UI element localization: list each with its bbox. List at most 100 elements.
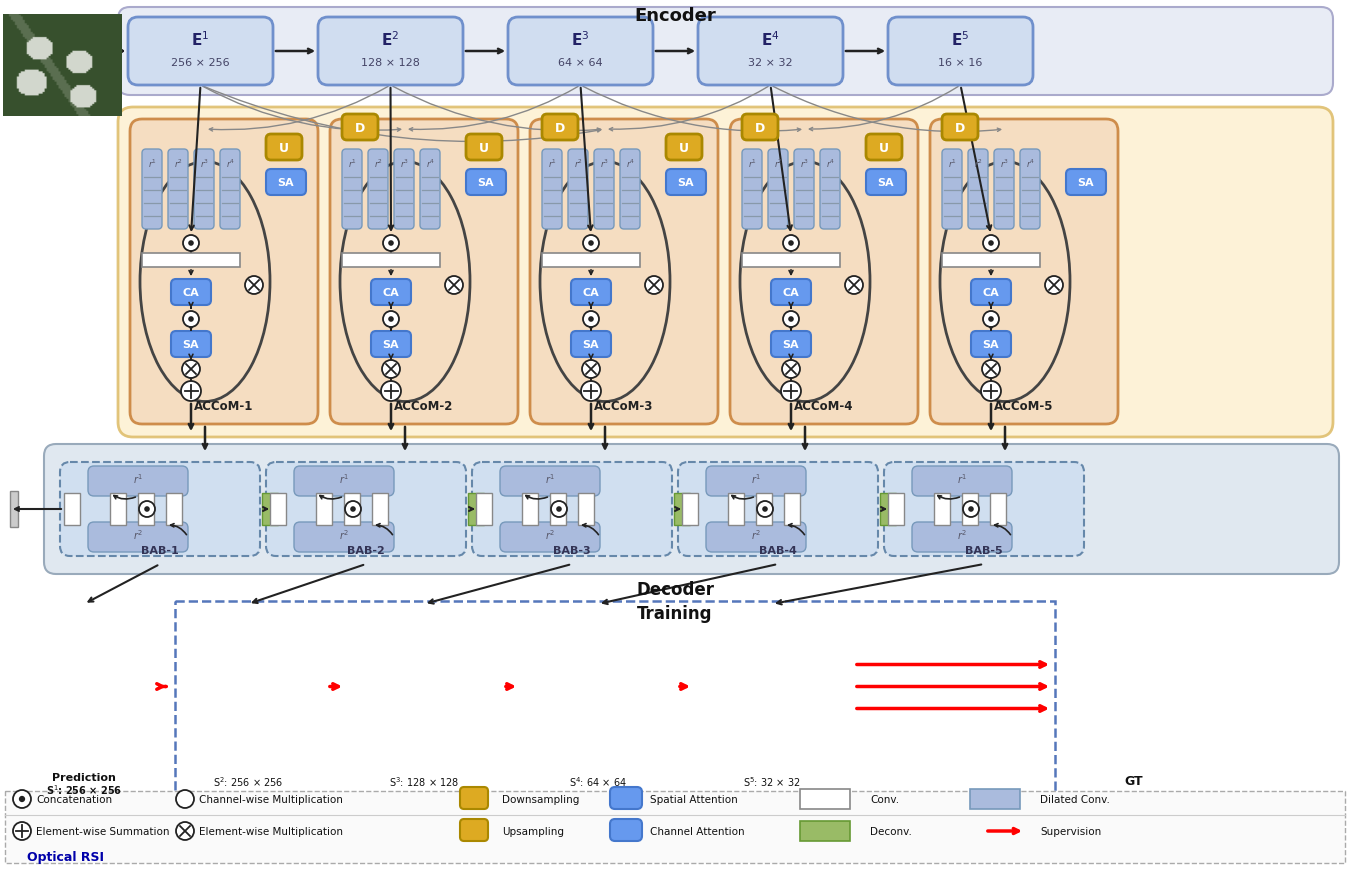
Text: Concatenation: Concatenation xyxy=(36,794,112,804)
Text: Dilated Conv.: Dilated Conv. xyxy=(1040,794,1111,804)
FancyBboxPatch shape xyxy=(969,149,988,229)
FancyBboxPatch shape xyxy=(342,115,378,141)
Circle shape xyxy=(784,235,798,252)
Text: D: D xyxy=(355,122,365,135)
Circle shape xyxy=(182,312,199,328)
Circle shape xyxy=(195,677,224,710)
Circle shape xyxy=(382,235,399,252)
Text: r$^2$: r$^2$ xyxy=(546,527,555,541)
Bar xyxy=(742,254,840,268)
Circle shape xyxy=(382,361,400,379)
FancyBboxPatch shape xyxy=(342,149,362,229)
Circle shape xyxy=(762,507,767,512)
Circle shape xyxy=(85,716,107,740)
FancyBboxPatch shape xyxy=(118,8,1333,96)
Circle shape xyxy=(201,631,236,670)
Text: r$^2$: r$^2$ xyxy=(974,157,982,170)
FancyBboxPatch shape xyxy=(59,462,259,556)
FancyBboxPatch shape xyxy=(500,467,600,496)
Text: r$^3$: r$^3$ xyxy=(1000,157,1008,170)
Circle shape xyxy=(984,235,998,252)
Circle shape xyxy=(72,693,96,720)
FancyBboxPatch shape xyxy=(330,120,517,425)
Bar xyxy=(63,494,80,526)
FancyBboxPatch shape xyxy=(367,149,388,229)
Bar xyxy=(345,494,359,526)
Text: 64 × 64: 64 × 64 xyxy=(558,58,603,68)
Bar xyxy=(800,821,850,841)
Text: CA: CA xyxy=(782,288,800,298)
Circle shape xyxy=(417,699,443,727)
FancyBboxPatch shape xyxy=(220,149,240,229)
FancyBboxPatch shape xyxy=(567,149,588,229)
Text: r$^1$: r$^1$ xyxy=(134,472,143,486)
Circle shape xyxy=(245,276,263,295)
Text: D: D xyxy=(555,122,565,135)
Circle shape xyxy=(182,361,200,379)
FancyBboxPatch shape xyxy=(884,462,1084,556)
Text: U: U xyxy=(480,142,489,155)
Bar xyxy=(578,494,594,526)
FancyBboxPatch shape xyxy=(594,149,613,229)
Text: r$^4$: r$^4$ xyxy=(426,157,435,170)
FancyBboxPatch shape xyxy=(1066,169,1106,196)
Bar xyxy=(942,254,1040,268)
Circle shape xyxy=(30,675,55,705)
Circle shape xyxy=(1046,276,1063,295)
FancyBboxPatch shape xyxy=(912,467,1012,496)
Circle shape xyxy=(788,723,797,733)
Text: U: U xyxy=(470,826,478,836)
Text: r$^2$: r$^2$ xyxy=(174,157,182,170)
FancyBboxPatch shape xyxy=(767,149,788,229)
Circle shape xyxy=(14,790,31,808)
FancyBboxPatch shape xyxy=(730,120,917,425)
FancyBboxPatch shape xyxy=(611,819,642,841)
Bar xyxy=(342,254,440,268)
Text: Spatial Attention: Spatial Attention xyxy=(650,794,738,804)
Circle shape xyxy=(963,501,979,517)
Text: r$^2$: r$^2$ xyxy=(374,157,382,170)
Text: r$^1$: r$^1$ xyxy=(957,472,967,486)
FancyBboxPatch shape xyxy=(266,462,466,556)
FancyBboxPatch shape xyxy=(971,332,1011,357)
FancyBboxPatch shape xyxy=(508,18,653,86)
Text: r$^1$: r$^1$ xyxy=(147,157,157,170)
Circle shape xyxy=(176,822,195,840)
Circle shape xyxy=(982,361,1000,379)
Circle shape xyxy=(984,312,998,328)
Text: Channel-wise Multiplication: Channel-wise Multiplication xyxy=(199,794,343,804)
Text: r$^1$: r$^1$ xyxy=(546,472,555,486)
Circle shape xyxy=(388,241,393,247)
Text: CA: CA xyxy=(382,288,400,298)
Text: Conv.: Conv. xyxy=(870,794,900,804)
FancyBboxPatch shape xyxy=(994,149,1015,229)
Text: E$^3$: E$^3$ xyxy=(571,30,590,50)
Bar xyxy=(800,789,850,809)
Text: Channel Attention: Channel Attention xyxy=(650,826,744,836)
Bar xyxy=(682,494,698,526)
Circle shape xyxy=(345,501,361,517)
Text: SA: SA xyxy=(382,340,400,349)
Text: E$^5$: E$^5$ xyxy=(951,30,970,50)
FancyBboxPatch shape xyxy=(742,115,778,141)
FancyBboxPatch shape xyxy=(866,135,902,161)
Text: 32 × 32: 32 × 32 xyxy=(748,58,793,68)
Text: SA: SA xyxy=(678,178,694,188)
Bar xyxy=(176,601,1055,796)
Text: CA: CA xyxy=(982,288,1000,298)
Bar xyxy=(5,791,1346,863)
Text: Prediction: Prediction xyxy=(53,773,116,782)
Bar xyxy=(372,494,388,526)
Text: Element-wise Summation: Element-wise Summation xyxy=(36,826,169,836)
FancyBboxPatch shape xyxy=(317,18,463,86)
Text: SA: SA xyxy=(1078,178,1094,188)
FancyBboxPatch shape xyxy=(698,18,843,86)
FancyBboxPatch shape xyxy=(666,135,703,161)
Text: Encoder: Encoder xyxy=(635,7,716,25)
Text: S$^3$: 128 × 128: S$^3$: 128 × 128 xyxy=(389,774,459,788)
Text: SA: SA xyxy=(782,340,800,349)
Bar xyxy=(109,494,126,526)
Bar xyxy=(142,254,240,268)
Bar xyxy=(728,494,744,526)
Circle shape xyxy=(181,381,201,401)
